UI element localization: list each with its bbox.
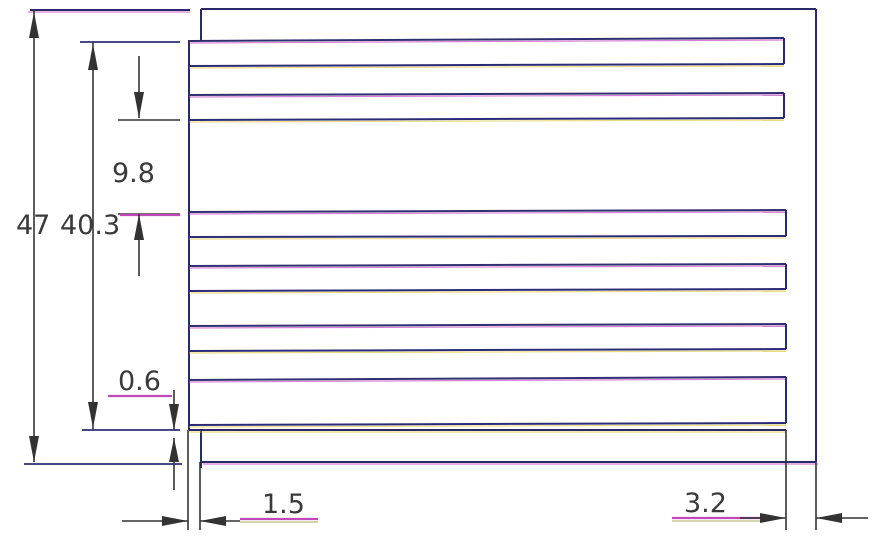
slot-5 [188, 323, 787, 354]
dim-slot-span [80, 41, 180, 431]
slot-1 [188, 37, 785, 69]
dim-slot-pitch [118, 56, 180, 276]
slot-6 [188, 376, 787, 428]
dim-overall-height [24, 10, 182, 465]
label-bottom-gap: 0.6 [118, 366, 161, 397]
label-slot-pitch: 9.8 [112, 158, 155, 189]
label-left-margin: 1.5 [262, 489, 305, 520]
label-right-margin: 3.2 [684, 488, 727, 519]
slot-2 [188, 92, 785, 123]
dim-bottom-gap [108, 390, 179, 490]
plate-outline [28, 8, 818, 468]
slot-3 [188, 209, 787, 240]
dim-left-margin [122, 430, 318, 530]
dim-right-margin [672, 430, 868, 530]
slot-4 [188, 263, 787, 294]
label-overall-height: 47 [16, 210, 50, 241]
label-slot-span: 40.3 [60, 210, 120, 241]
